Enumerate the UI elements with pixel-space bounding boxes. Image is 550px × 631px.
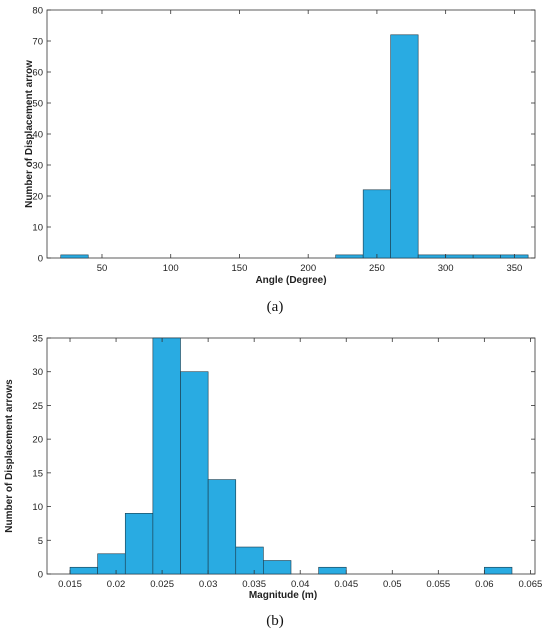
histogram-bar-b-5 xyxy=(207,479,237,575)
x-tick-label-b-10: 0.065 xyxy=(519,579,543,590)
histogram-bar-a-3 xyxy=(390,34,419,259)
x-tick-label-a-2: 150 xyxy=(232,263,248,274)
y-ticks-a: 0 10 20 30 40 50 60 70 80 xyxy=(32,6,535,265)
histogram-bar-b-4 xyxy=(180,371,209,575)
chart-a: 0 10 20 30 40 50 60 70 80 50 100 150 200 250 300 350 A… xyxy=(24,6,536,315)
histogram-bar-a-6 xyxy=(472,254,501,259)
x-tick-label-a-3: 200 xyxy=(300,263,316,274)
y-tick-label-a-1: 10 xyxy=(32,223,43,234)
histogram-bar-b-0 xyxy=(69,566,98,575)
y-tick-label-a-0: 0 xyxy=(38,254,43,265)
histogram-bar-a-0 xyxy=(60,254,89,259)
x-tick-label-b-9: 0.06 xyxy=(475,579,494,590)
x-ticks-a: 50 100 150 200 250 300 350 xyxy=(97,10,522,274)
histogram-bar-b-9 xyxy=(484,566,513,575)
x-tick-label-b-2: 0.025 xyxy=(150,579,174,590)
y-tick-label-a-3: 30 xyxy=(32,161,43,172)
histogram-bar-b-2 xyxy=(124,513,154,575)
x-tick-label-b-8: 0.055 xyxy=(426,579,450,590)
y-tick-label-a-2: 20 xyxy=(32,192,43,203)
y-ticks-b: 0 5 10 15 20 25 30 35 xyxy=(32,334,535,581)
histogram-bar-b-3 xyxy=(152,337,181,575)
y-tick-label-a-4: 40 xyxy=(32,130,43,141)
y-tick-label-b-4: 20 xyxy=(32,435,43,446)
histogram-bar-b-1 xyxy=(97,553,126,575)
histogram-bar-a-2 xyxy=(362,189,391,259)
x-tick-label-b-6: 0.045 xyxy=(334,579,358,590)
subfigure-label-b: (b) xyxy=(266,613,284,629)
histogram-bar-a-4 xyxy=(417,254,446,259)
x-tick-label-b-5: 0.04 xyxy=(291,579,310,590)
x-tick-label-a-4: 250 xyxy=(369,263,385,274)
y-tick-label-b-7: 35 xyxy=(32,334,43,345)
bars-b xyxy=(69,337,513,575)
histogram-bar-b-7 xyxy=(263,560,292,575)
x-tick-label-b-7: 0.05 xyxy=(383,579,402,590)
plot-area-a xyxy=(46,9,536,259)
bars-a xyxy=(60,34,529,259)
y-tick-label-b-1: 5 xyxy=(38,536,43,547)
x-tick-label-a-6: 350 xyxy=(506,263,522,274)
y-tick-label-a-6: 60 xyxy=(32,68,43,79)
x-axis-title-a: Angle (Degree) xyxy=(255,275,326,286)
x-tick-label-b-4: 0.035 xyxy=(242,579,266,590)
y-tick-label-b-3: 15 xyxy=(32,468,43,479)
histogram-bar-b-8 xyxy=(318,566,347,575)
histogram-bar-a-1 xyxy=(335,254,364,259)
y-tick-label-b-5: 25 xyxy=(32,401,43,412)
y-tick-label-a-7: 70 xyxy=(32,37,43,48)
histogram-bar-a-5 xyxy=(445,254,474,259)
y-axis-title-a: Number of Displacement arrow xyxy=(24,60,35,208)
y-tick-label-a-8: 80 xyxy=(32,6,43,17)
x-ticks-b: 0.015 0.02 0.025 0.03 0.035 0.04 0.045 0.05 0.05… xyxy=(58,338,542,590)
x-tick-label-b-3: 0.03 xyxy=(199,579,218,590)
y-tick-label-b-2: 10 xyxy=(32,502,43,513)
subfigure-label-a: (a) xyxy=(267,299,284,315)
histogram-bar-b-6 xyxy=(235,546,264,575)
x-tick-label-b-1: 0.02 xyxy=(107,579,126,590)
x-tick-label-a-1: 100 xyxy=(163,263,179,274)
y-tick-label-a-5: 50 xyxy=(32,99,43,110)
y-axis-title-b: Number of Displacement arrows xyxy=(4,379,15,533)
x-axis-title-b: Magnitude (m) xyxy=(249,590,317,601)
x-tick-label-a-0: 50 xyxy=(97,263,108,274)
y-tick-label-b-0: 0 xyxy=(38,570,43,581)
x-tick-label-a-5: 300 xyxy=(438,263,454,274)
x-tick-label-b-0: 0.015 xyxy=(58,579,82,590)
y-tick-label-b-6: 30 xyxy=(32,367,43,378)
plot-area-b xyxy=(46,337,536,575)
